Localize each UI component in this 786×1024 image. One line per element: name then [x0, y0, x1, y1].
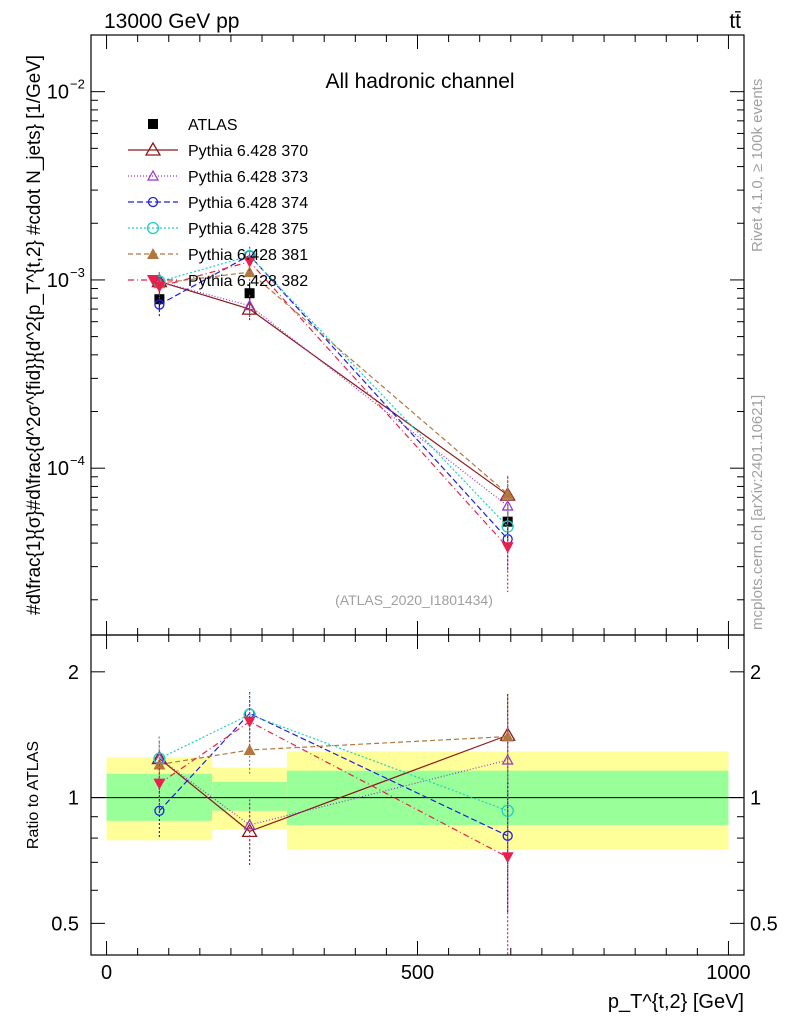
mcplots-label: mcplots.cern.ch [arXiv:2401.10621]	[749, 395, 766, 630]
main-ytick-label-2: 10	[47, 458, 69, 480]
main-series-p374	[154, 246, 513, 573]
ratio-ytick-label-right-0: 0.5	[750, 913, 778, 935]
legend-entry-p373: Pythia 6.428 373	[128, 169, 308, 186]
legend-label-p381: Pythia 6.428 381	[188, 247, 308, 264]
main-point-p382-1	[243, 256, 256, 268]
ratio-series-p381	[153, 696, 514, 791]
main-ytick-label-0: 10	[47, 82, 69, 104]
main-ytick-label-1: 10	[47, 270, 69, 292]
main-ytick-exp-2: −4	[70, 453, 85, 468]
rivet-label: Rivet 4.1.0, ≥ 100k events	[749, 79, 766, 252]
ratio-ytick-label-right-1: 1	[750, 788, 761, 810]
main-series-p373	[153, 272, 514, 530]
main-series-p382	[153, 253, 514, 592]
ratio-ytick-label-left-0: 0.5	[51, 913, 79, 935]
xtick-label-1: 500	[401, 962, 434, 984]
ratio-point-p381-0	[153, 758, 166, 770]
xtick-label-2: 1000	[706, 962, 751, 984]
main-series-p375	[153, 247, 514, 555]
legend-entry-atlas: ATLAS	[148, 117, 238, 134]
main-line-p373	[159, 281, 509, 507]
main-line-p381	[159, 271, 509, 495]
legend-entry-p382: Pythia 6.428 382	[128, 273, 308, 290]
legend-marker-p373	[146, 169, 160, 181]
watermark: (ATLAS_2020_I1801434)	[335, 592, 493, 608]
main-series-p381	[153, 263, 514, 518]
ratio-point-p382-0	[153, 778, 166, 790]
xtick-label-0: 0	[101, 962, 112, 984]
header-left: 13000 GeV pp	[104, 10, 239, 33]
legend-entry-p381: Pythia 6.428 381	[128, 247, 308, 264]
ratio-point-p373-1	[243, 818, 256, 830]
legend-marker-p382	[147, 275, 159, 286]
band-inner-1	[212, 781, 287, 811]
ratio-point-p374-0	[154, 805, 165, 816]
ratio-point-p382-1	[243, 716, 256, 728]
ratio-point-p381-1	[243, 743, 256, 755]
ratio-ytick-label-left-1: 1	[68, 788, 79, 810]
main-point-p382-0	[153, 281, 166, 293]
main-series-p370	[151, 272, 516, 519]
legend-label-p375: Pythia 6.428 375	[188, 221, 308, 238]
legend-marker-p381	[147, 248, 159, 259]
x-axis-label-text: p_T^{t,2} [GeV]	[608, 991, 744, 1013]
main-point-atlas-1	[244, 288, 255, 299]
ratio-ytick-label-right-2: 2	[750, 662, 761, 684]
main-ylabel-text: #d\frac{1}{σ}#d\frac{d^2σ^{fid}}{d^2{p_T…	[24, 55, 45, 615]
main-series-atlas	[154, 282, 513, 542]
main-line-p370	[159, 281, 509, 496]
ratio-ylabel: Ratio to ATLAS	[25, 741, 42, 849]
ratio-point-p373-2	[501, 753, 514, 765]
legend-entry-p374: Pythia 6.428 374	[128, 195, 308, 212]
legend-entry-p370: Pythia 6.428 370	[128, 141, 308, 160]
ratio-point-p381-2	[501, 730, 514, 742]
legend-label-p382: Pythia 6.428 382	[188, 273, 308, 290]
ratio-ytick-label-left-2: 2	[68, 662, 79, 684]
ratio-uncertainty-bands	[91, 751, 744, 850]
legend-entry-p375: Pythia 6.428 375	[128, 221, 308, 238]
main-point-p373-1	[243, 299, 256, 311]
main-point-p381-2	[501, 487, 514, 499]
main-ytick-exp-1: −3	[70, 265, 85, 280]
legend-label-p373: Pythia 6.428 373	[188, 169, 308, 186]
ratio-point-p382-2	[501, 852, 514, 864]
legend-marker-atlas	[148, 119, 158, 129]
main-point-p381-1	[243, 266, 256, 278]
x-axis-label: p_T^{t,2} [GeV]	[608, 991, 744, 1013]
main-line-p382	[159, 261, 509, 548]
data-series	[151, 246, 516, 955]
legend: ATLAS Pythia 6.428 370 Pythia 6.428 373 Pyt…	[128, 117, 308, 290]
main-point-p374-0	[154, 299, 165, 310]
legend-marker-p375	[146, 221, 160, 235]
chart-title: All hadronic channel	[325, 70, 514, 93]
legend-label-atlas: ATLAS	[188, 117, 238, 134]
header-right: tt̄	[729, 10, 741, 33]
ratio-series-p382	[153, 700, 514, 955]
main-ytick-exp-0: −2	[70, 77, 85, 92]
main-line-p375	[159, 255, 509, 527]
main-ylabel: #d\frac{1}{σ}#d\frac{d^2σ^{fid}}{d^2{p_T…	[24, 55, 45, 615]
legend-label-p374: Pythia 6.428 374	[188, 195, 308, 212]
legend-marker-p370	[144, 141, 162, 156]
legend-marker-p374	[147, 196, 159, 208]
legend-label-p370: Pythia 6.428 370	[188, 143, 308, 160]
main-point-p382-2	[501, 542, 514, 554]
